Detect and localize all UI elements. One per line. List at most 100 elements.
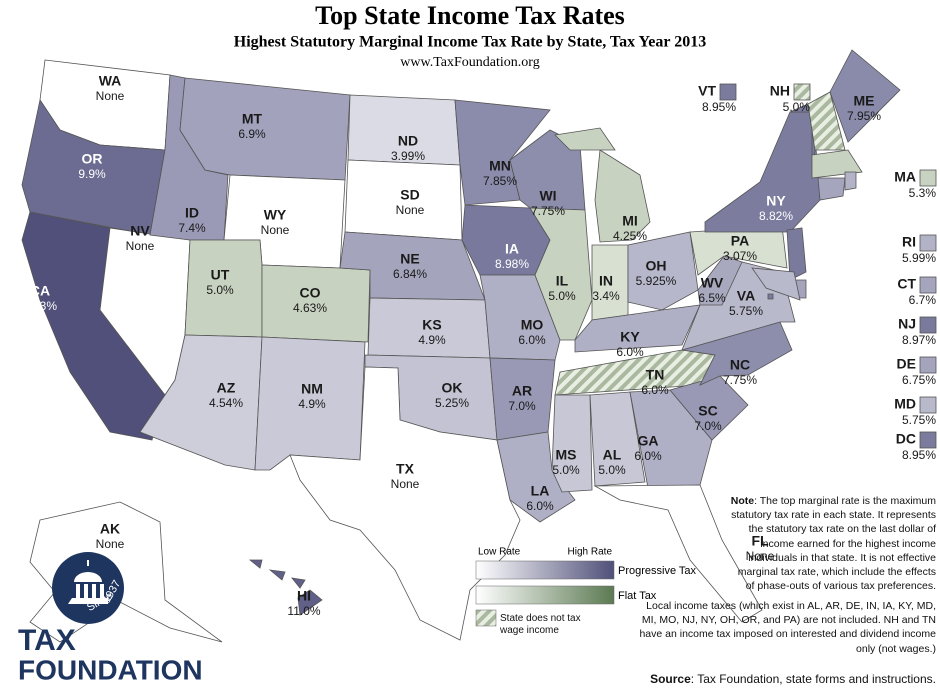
state-abbr: NV [130, 223, 150, 239]
state-shape [786, 227, 807, 281]
state-rate: 9.9% [78, 167, 106, 181]
state-shape [829, 49, 901, 143]
legend-state-box [919, 396, 937, 414]
state-rate: 8.95% [702, 100, 736, 114]
state-abbr: SD [400, 187, 419, 203]
state-abbr: NM [301, 381, 323, 397]
title: Top State Income Tax Rates [315, 1, 625, 30]
state-rate: 6.0% [641, 383, 669, 397]
state-shape [554, 127, 616, 151]
state-rate: 5.0% [206, 283, 234, 297]
legend-flat-swatch [475, 585, 615, 605]
state-rate: 6.0% [526, 499, 554, 513]
state-shape [629, 389, 713, 489]
state-abbr: AR [512, 383, 532, 399]
state-rate: 6.5% [698, 291, 726, 305]
state-abbr: UT [211, 267, 230, 283]
state-rate: 7.95% [847, 109, 881, 123]
state-rate: 5.75% [729, 304, 763, 318]
state-rate: 7.4% [178, 221, 206, 235]
legend-hatch-swatch [475, 609, 497, 627]
local-note: Local income taxes (which exist in AL, A… [639, 600, 936, 655]
state-rate: 8.97% [902, 333, 936, 347]
state-abbr: OR [82, 151, 103, 167]
state-rate: 7.0% [508, 399, 536, 413]
note-text: : The top marginal rate is the maximum s… [731, 495, 936, 593]
source-text: : Tax Foundation, state forms and instru… [690, 672, 936, 686]
state-shape [811, 149, 863, 179]
state-abbr: FL [751, 533, 769, 549]
state-rate: 7.75% [531, 204, 565, 218]
state-abbr: DE [897, 356, 916, 372]
url: www.TaxFoundation.org [400, 55, 539, 70]
state-shape [751, 267, 801, 301]
state-abbr: NY [766, 193, 786, 209]
state-abbr: ME [854, 93, 875, 109]
state-rate: 8.95% [902, 448, 936, 462]
state-abbr: SC [698, 403, 717, 419]
legend-low: Low Rate [478, 547, 521, 558]
state-rate: 13.3% [23, 299, 57, 313]
state-abbr: OK [442, 380, 463, 396]
state-rate: 5.0% [552, 463, 580, 477]
source-label: Source [650, 672, 691, 686]
state-shape [767, 293, 774, 300]
state-shape [844, 171, 857, 191]
legend-state-box [719, 83, 737, 101]
state-rate: 5.0% [783, 100, 811, 114]
state-shape [593, 484, 763, 623]
state-abbr: MS [556, 447, 577, 463]
legend-state-box [919, 316, 937, 334]
state-rate: 3.07% [723, 249, 757, 263]
state-abbr: WY [264, 207, 287, 223]
state-rate: 8.98% [495, 257, 529, 271]
legend-state-box [919, 431, 937, 449]
state-abbr: RI [902, 234, 916, 250]
legend-progressive: Progressive Tax [618, 565, 697, 577]
state-abbr: KY [620, 329, 640, 345]
state-abbr: AZ [217, 380, 236, 396]
state-abbr: MD [894, 396, 916, 412]
state-shape [627, 231, 699, 311]
legend-state-box [919, 169, 937, 187]
state-rate: None [96, 89, 125, 103]
state-rate: None [746, 549, 775, 563]
state-abbr: NJ [898, 316, 916, 332]
state-shape [551, 394, 593, 493]
state-rate: None [261, 223, 290, 237]
state-rate: 5.75% [902, 413, 936, 427]
note: Note: The top marginal rate is the maxim… [728, 494, 936, 593]
state-rate: 6.0% [518, 333, 546, 347]
state-shape [574, 304, 701, 353]
state-abbr: OH [646, 258, 667, 274]
state-abbr: HI [297, 588, 311, 604]
legend-high: High Rate [568, 547, 613, 558]
state-abbr: KS [422, 317, 441, 333]
state-rate: 5.3% [909, 186, 937, 200]
state-rate: 6.75% [902, 373, 936, 387]
state-abbr: PA [731, 233, 749, 249]
state-abbr: TX [396, 461, 415, 477]
state-abbr: CA [30, 283, 50, 299]
state-abbr: IL [556, 273, 569, 289]
state-rate: None [96, 537, 125, 551]
state-rate: None [126, 239, 155, 253]
logo-line2: FOUNDATION [18, 654, 203, 685]
state-abbr: MO [521, 317, 544, 333]
state-rate: 5.25% [435, 396, 469, 410]
state-rate: 7.0% [694, 419, 722, 433]
state-rate: 6.7% [909, 293, 937, 307]
state-abbr: AK [100, 521, 120, 537]
state-shape [268, 569, 286, 581]
state-rate: 6.9% [238, 127, 266, 141]
subtitle: Highest Statutory Marginal Income Tax Ra… [234, 34, 706, 51]
state-rate: 7.85% [483, 174, 517, 188]
state-shape [681, 321, 793, 386]
legend-progressive-swatch [475, 560, 615, 580]
note-label: Note [730, 495, 755, 507]
source: Source: Tax Foundation, state forms and … [560, 672, 936, 686]
state-abbr: IA [505, 241, 519, 257]
state-abbr: WA [99, 73, 122, 89]
legend-state-box [919, 356, 937, 374]
state-abbr: WI [539, 188, 556, 204]
